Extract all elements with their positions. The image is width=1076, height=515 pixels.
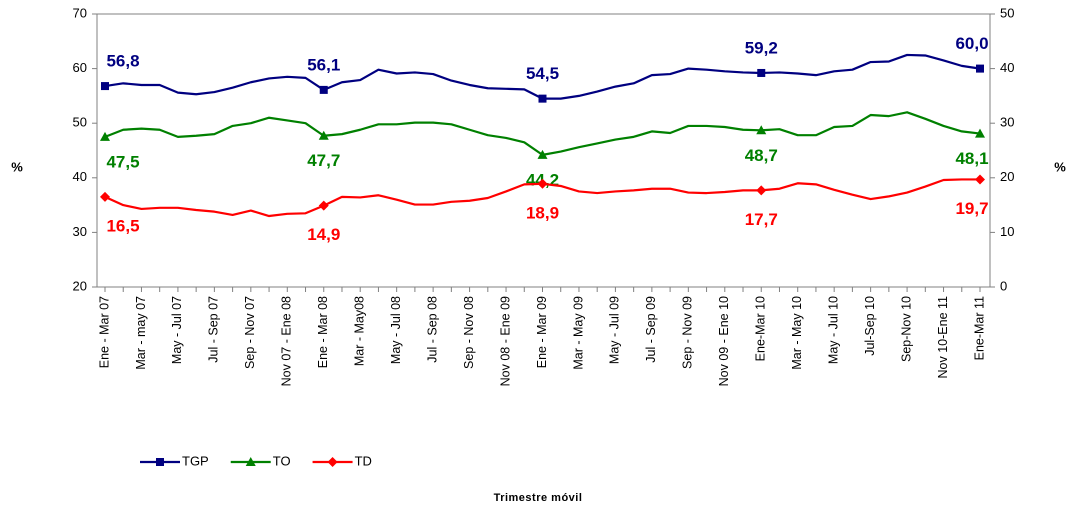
x-tick-label: Nov 07 - Ene 08 <box>280 296 294 386</box>
x-tick-label: Jul - Sep 07 <box>207 296 221 363</box>
data-label: 47,5 <box>106 152 139 171</box>
series-line <box>104 111 981 156</box>
marker <box>975 128 985 138</box>
data-label: 56,8 <box>106 52 139 71</box>
y-tick-label: 30 <box>73 224 87 239</box>
marker <box>101 82 109 91</box>
x-tick-label: Mar - May 09 <box>571 296 585 370</box>
marker <box>318 130 329 140</box>
x-tick-label: Jul-Sep 10 <box>863 296 877 356</box>
data-label: 17,7 <box>745 210 778 229</box>
y-tick-label: 20 <box>73 278 87 293</box>
y2-tick-label: 10 <box>1000 224 1014 239</box>
x-axis-title: Trimestre móvil <box>494 492 583 504</box>
x-tick-label: Sep - Nov 09 <box>681 296 695 369</box>
data-label: 48,7 <box>745 146 778 165</box>
y-tick-label: 40 <box>73 169 87 184</box>
x-tick-label: Ene - Mar 09 <box>535 296 549 368</box>
y-tick-label: 50 <box>73 115 87 130</box>
marker <box>537 149 548 159</box>
x-tick-label: Ene - Mar 07 <box>97 296 111 368</box>
x-tick-label: Nov 08 - Ene 09 <box>498 296 512 386</box>
x-tick-label: Ene - Mar 08 <box>316 296 330 368</box>
x-tick-label: May - Jul 10 <box>826 296 840 364</box>
data-label: 19,7 <box>955 199 988 218</box>
y-tick-label: 60 <box>73 60 87 75</box>
data-label: 16,5 <box>106 216 139 235</box>
marker <box>976 64 984 73</box>
marker <box>100 131 110 141</box>
x-tick-label: Jul - Sep 09 <box>644 296 658 363</box>
data-label: 48,1 <box>955 149 988 168</box>
data-label: 18,9 <box>526 203 559 222</box>
x-tick-label: Nov 10-Ene 11 <box>936 296 950 379</box>
x-tick-label: Sep-Nov 10 <box>899 296 913 362</box>
data-label: 47,7 <box>307 151 340 170</box>
data-label: 56,1 <box>307 55 340 74</box>
marker <box>537 178 548 189</box>
x-tick-label: Mar - May08 <box>353 296 367 366</box>
x-tick-label: Sep - Nov 08 <box>462 296 476 369</box>
y2-axis-title: % <box>1054 159 1066 174</box>
x-tick-label: Ene-Mar 10 <box>754 296 768 361</box>
legend-label: TO <box>273 453 291 468</box>
marker <box>756 125 767 135</box>
legend-label: TD <box>355 453 372 468</box>
legend-marker <box>156 458 164 466</box>
marker <box>756 185 767 196</box>
x-tick-label: Mar - May 10 <box>790 296 804 370</box>
marker <box>975 174 985 185</box>
y2-tick-label: 20 <box>1000 169 1014 184</box>
data-label: 54,5 <box>526 64 559 83</box>
y2-tick-label: 40 <box>1000 60 1014 75</box>
y2-tick-label: 0 <box>1000 278 1007 293</box>
marker <box>538 94 547 103</box>
y-axis-title: % <box>11 159 23 174</box>
legend-marker <box>245 457 256 466</box>
x-tick-label: Jul - Sep 08 <box>425 296 439 363</box>
legend-marker <box>327 457 338 467</box>
x-tick-label: Sep - Nov 07 <box>243 296 257 369</box>
x-tick-label: Ene-Mar 11 <box>972 296 986 360</box>
x-tick-label: May - Jul 07 <box>170 296 184 364</box>
plot-frame <box>96 13 991 288</box>
x-tick-label: Nov 09 - Ene 10 <box>717 296 731 386</box>
data-label: 60,0 <box>955 34 988 53</box>
data-label: 59,2 <box>745 38 778 57</box>
x-tick-label: May - Jul 09 <box>608 296 622 364</box>
data-label: 14,9 <box>307 225 340 244</box>
y-tick-label: 70 <box>73 5 87 20</box>
y2-tick-label: 30 <box>1000 115 1014 130</box>
legend-label: TGP <box>182 453 209 468</box>
marker <box>319 85 328 94</box>
x-tick-label: Mar - may 07 <box>134 296 148 370</box>
marker <box>757 68 766 77</box>
marker <box>318 200 329 211</box>
x-tick-label: May - Jul 08 <box>389 296 403 364</box>
y2-tick-label: 50 <box>1000 5 1014 20</box>
marker <box>100 191 110 202</box>
